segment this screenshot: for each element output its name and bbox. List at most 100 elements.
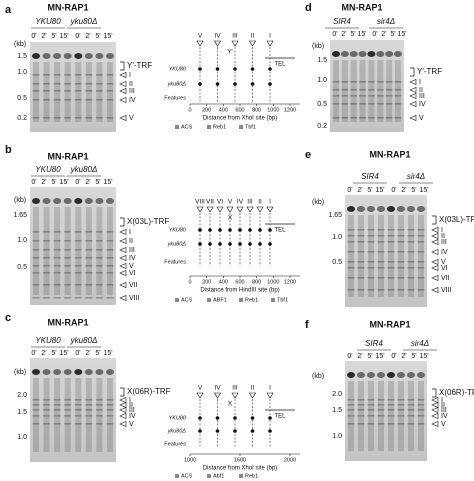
gel-band xyxy=(367,95,375,97)
panel-title: MN-RAP1 xyxy=(47,151,88,161)
gel-band xyxy=(397,206,405,212)
gel-band xyxy=(407,399,415,401)
site-label: III xyxy=(232,385,238,392)
band-label: I xyxy=(419,79,421,86)
size-label: 2.0 xyxy=(332,391,342,398)
time-label: 15' xyxy=(357,31,366,38)
band-arrow xyxy=(119,295,127,301)
trf-bracket xyxy=(120,217,125,227)
row-label: yku80Δ xyxy=(167,81,187,87)
band-label: V xyxy=(129,263,134,270)
gel-smear xyxy=(368,381,374,451)
gel-band xyxy=(95,74,103,76)
time-label: 2' xyxy=(85,179,90,186)
band-arrow xyxy=(119,263,127,269)
gel-band xyxy=(347,372,355,378)
gel-band xyxy=(85,74,93,76)
gel-band xyxy=(347,409,355,411)
time-label: 0' xyxy=(372,31,377,38)
band-label: X(03L)-TRF xyxy=(439,215,474,224)
kb-label: (kb) xyxy=(14,41,26,48)
gel-band xyxy=(74,53,83,59)
gel-band xyxy=(84,369,93,375)
gel-blot xyxy=(345,361,427,461)
gel-band xyxy=(377,241,385,243)
band-label: II xyxy=(441,402,445,409)
size-label: 0.5 xyxy=(332,259,342,266)
gel-band xyxy=(407,415,415,417)
strain-label: yku80Δ xyxy=(70,165,98,174)
gel-band xyxy=(367,372,375,378)
gel-band xyxy=(394,89,402,91)
gel-band xyxy=(85,409,93,411)
gel-band xyxy=(394,51,402,57)
site-marker xyxy=(248,392,257,399)
gel-band xyxy=(417,399,425,401)
legend-label: Reb1 xyxy=(213,124,226,130)
site-dot xyxy=(248,228,252,232)
gel-band xyxy=(106,265,114,267)
tick-label: 800 xyxy=(252,279,261,285)
tick-label: 600 xyxy=(235,279,244,285)
gel-band xyxy=(74,99,82,101)
gel-band xyxy=(95,240,103,242)
gel-band xyxy=(106,409,114,411)
gel-smear xyxy=(85,207,92,295)
gel-band xyxy=(85,399,93,401)
gel-band xyxy=(377,206,385,212)
site-dot xyxy=(218,228,222,232)
tick-label: 0 xyxy=(188,279,191,285)
gel-band xyxy=(397,267,405,269)
band-arrow xyxy=(431,413,439,419)
gel-band xyxy=(32,74,40,76)
gel-band xyxy=(367,409,375,411)
gel-band xyxy=(397,423,405,425)
site-label: V xyxy=(198,33,203,40)
gel-band xyxy=(85,272,93,274)
gel-band xyxy=(347,289,355,291)
strain-label: YKU80 xyxy=(35,17,61,26)
gel-band xyxy=(397,372,405,378)
gel-band xyxy=(367,399,375,401)
tick-label: 2000 xyxy=(284,457,296,463)
site-label: IV xyxy=(214,385,221,392)
site-label: III xyxy=(232,33,238,40)
gel-band xyxy=(53,74,61,76)
band-label: Y'-TRF xyxy=(417,67,442,76)
gel-band xyxy=(385,103,393,105)
time-label: 5' xyxy=(95,179,100,186)
gel-band xyxy=(350,117,358,119)
gel-band xyxy=(64,249,72,251)
tick-label: 1000 xyxy=(267,107,279,113)
tick-label: 600 xyxy=(235,107,244,113)
x-axis-label: Distance from HindIII site (bp) xyxy=(200,288,279,294)
site-marker xyxy=(196,206,204,213)
gel-band xyxy=(85,404,93,406)
site-label: II xyxy=(251,33,255,40)
gel-band xyxy=(407,251,415,253)
gel-band xyxy=(74,284,82,286)
band-label: V xyxy=(129,421,134,428)
gel-smear xyxy=(33,207,39,295)
gel-smear xyxy=(75,207,82,295)
gel-band xyxy=(347,423,355,425)
gel-band xyxy=(85,415,93,417)
strain-label: sir4Δ xyxy=(377,17,395,26)
gel-smear xyxy=(377,60,384,122)
gel-band xyxy=(377,415,385,417)
gel-band xyxy=(74,297,82,299)
site-dot xyxy=(215,67,220,71)
gel-band xyxy=(407,404,415,406)
gel-band xyxy=(85,231,93,233)
strain-label: yku80Δ xyxy=(70,336,98,345)
time-label: 5' xyxy=(51,350,56,357)
gel-band xyxy=(367,81,375,83)
gel-band xyxy=(74,74,82,76)
site-dot xyxy=(250,67,255,71)
band-label: IV xyxy=(129,413,136,420)
band-arrow xyxy=(431,275,439,281)
band-label: IV xyxy=(441,413,448,420)
site-label: II xyxy=(251,385,255,392)
gel-band xyxy=(95,83,103,85)
site-label: V xyxy=(198,385,203,392)
